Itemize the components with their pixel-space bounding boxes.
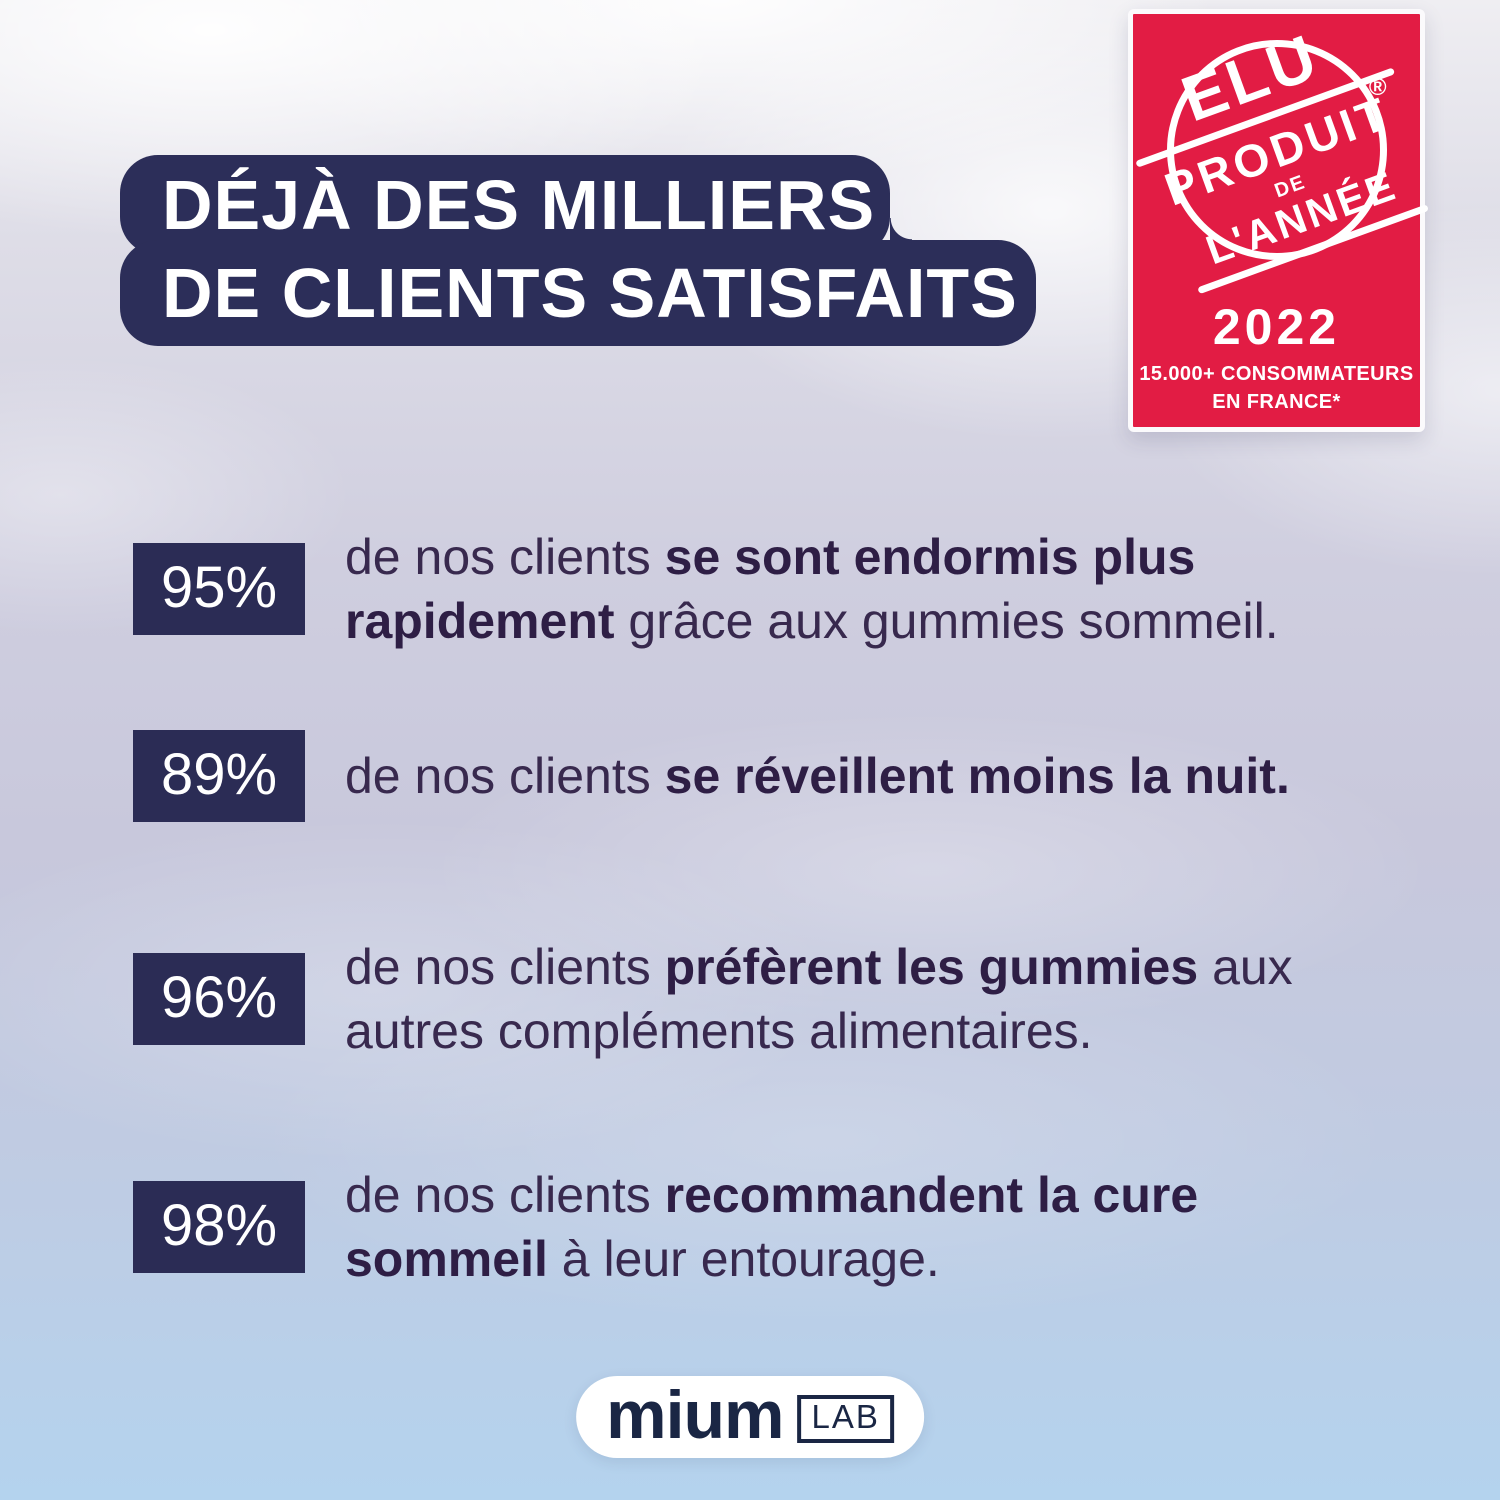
percent-badge: 98% <box>133 1181 305 1273</box>
stat-text-line: de nos clients préfèrent les gummies aux <box>345 939 1293 995</box>
stat-row: 98% de nos clients recommandent la cure s… <box>133 1163 1198 1291</box>
stamp-rotated-content: ELU PRODUIT DE L'ANNÉE <box>1128 1 1429 298</box>
percent-badge: 95% <box>133 543 305 635</box>
brand-name: mium <box>606 1377 784 1453</box>
award-stamp: ELU PRODUIT DE L'ANNÉE ® <box>1134 20 1429 295</box>
page-title-line2: DE CLIENTS SATISFAITS <box>120 240 1036 346</box>
stat-text-line: autres compléments alimentaires. <box>345 1003 1093 1059</box>
stat-text: de nos clients se sont endormis plus rapi… <box>345 525 1279 653</box>
award-subtitle-france: EN FRANCE* <box>1212 391 1341 413</box>
award-subtitle-consumers: 15.000+ CONSOMMATEURS <box>1139 363 1414 385</box>
stat-text: de nos clients recommandent la cure somme… <box>345 1163 1198 1291</box>
page-title-line2-text: DE CLIENTS SATISFAITS <box>162 254 1018 332</box>
page-title-line1-text: DÉJÀ DES MILLIERS <box>162 166 876 244</box>
award-year: 2022 <box>1212 299 1341 355</box>
brand-lab-tag: LAB <box>797 1395 894 1443</box>
stat-row: 95% de nos clients se sont endormis plus… <box>133 525 1279 653</box>
percent-badge: 89% <box>133 730 305 822</box>
stat-row: 89% de nos clients se réveillent moins l… <box>133 730 1290 822</box>
brand-logo: mium LAB <box>576 1376 924 1458</box>
title-banner-fillet <box>890 218 912 240</box>
stat-row: 96% de nos clients préfèrent les gummies… <box>133 935 1293 1063</box>
stat-text: de nos clients préfèrent les gummies aux… <box>345 935 1293 1063</box>
stat-text-line: de nos clients se sont endormis plus <box>345 529 1196 585</box>
award-badge: ELU PRODUIT DE L'ANNÉE ® 2022 15.000+ CO… <box>1128 9 1429 432</box>
registered-trademark-icon: ® <box>1368 74 1387 101</box>
stat-text-line: de nos clients recommandent la cure <box>345 1167 1199 1223</box>
stat-text: de nos clients se réveillent moins la nu… <box>345 744 1290 808</box>
stat-text-line: de nos clients se réveillent moins la nu… <box>345 748 1290 804</box>
stat-text-line: sommeil à leur entourage. <box>345 1231 940 1287</box>
page-title-line1: DÉJÀ DES MILLIERS <box>120 155 890 255</box>
stat-text-line: rapidement grâce aux gummies sommeil. <box>345 593 1279 649</box>
percent-badge: 96% <box>133 953 305 1045</box>
